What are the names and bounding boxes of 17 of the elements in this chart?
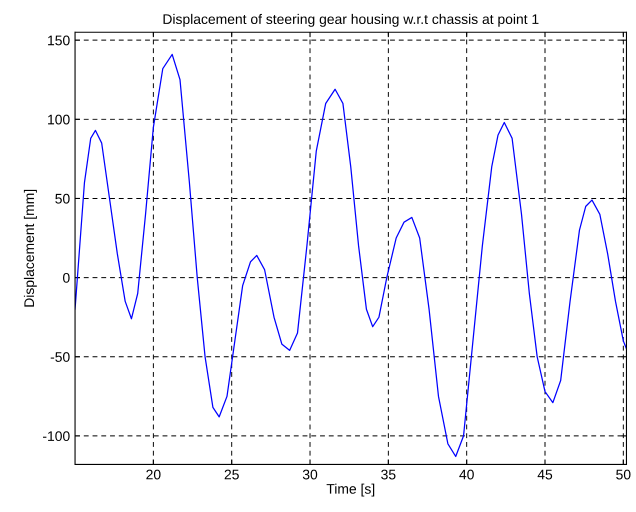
y-tick-label: -100 bbox=[43, 431, 70, 442]
x-tick-label: 20 bbox=[146, 470, 161, 480]
x-tick-label: 40 bbox=[459, 470, 474, 480]
x-tick-label: 35 bbox=[381, 470, 396, 480]
y-tick-label: 100 bbox=[48, 114, 70, 124]
x-axis-title: Time [s] bbox=[326, 484, 374, 497]
y-tick-label: 50 bbox=[55, 194, 70, 204]
y-tick-label: -50 bbox=[50, 352, 70, 362]
line-series bbox=[75, 54, 626, 458]
y-tick-label: 0 bbox=[63, 272, 70, 283]
chart-title: Displacement of steering gear housing w.r.t chassis at point 1 bbox=[164, 14, 538, 27]
x-tick-label: 30 bbox=[302, 470, 318, 480]
x-tick-label: 50 bbox=[616, 470, 631, 480]
x-tick-label: 45 bbox=[538, 470, 552, 480]
y-tick-label: 150 bbox=[48, 36, 70, 46]
x-tick-label: 25 bbox=[224, 470, 239, 480]
y-axis-title: Displacement [mm] bbox=[24, 190, 37, 307]
